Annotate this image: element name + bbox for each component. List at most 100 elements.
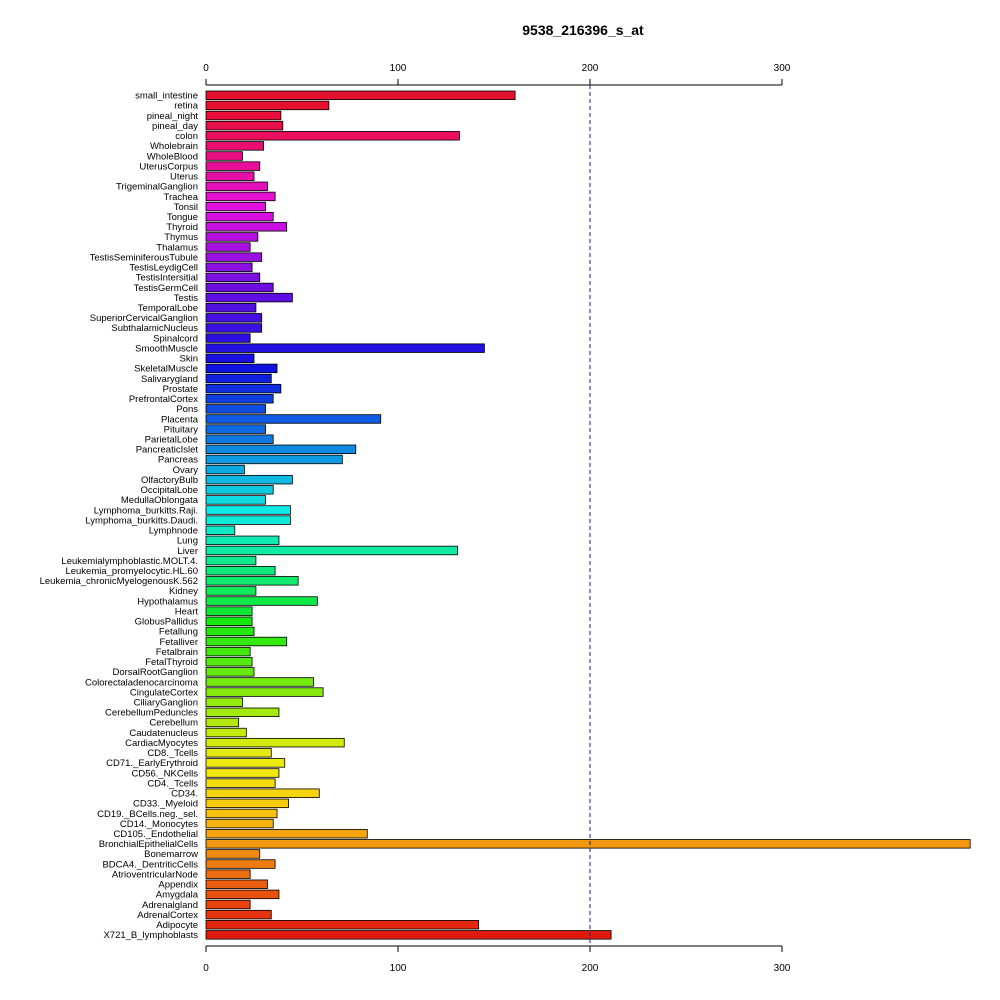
category-label: Colorectaladenocarcinoma [85,677,199,688]
bar [205,161,261,171]
category-label: Testis [174,293,199,304]
bar [205,899,251,910]
bar [205,818,274,829]
category-label: Heart [175,606,199,617]
bar [205,737,345,748]
bar [205,313,263,323]
bar [205,232,259,242]
bar [205,373,272,384]
category-label: Leukemia_chronicMyelogenousK.562 [40,576,198,587]
bar [205,363,278,374]
bar [205,120,284,131]
category-label: Lymphoma_burkitts.Daudi. [85,515,198,526]
category-label: OlfactoryBulb [141,475,198,486]
category-label: Thymus [164,232,198,243]
category-label: TrigeminalGanglion [116,182,198,193]
category-label: Cerebellum [149,718,198,729]
category-labels: small_intestineretinapineal_nightpineal_… [40,91,199,942]
bar [205,110,282,121]
bar [205,889,280,900]
bar [205,576,299,586]
bar [205,151,243,161]
bar [205,646,251,657]
category-label: AtrioventricularNode [112,869,198,880]
category-label: Lymphoma_burkitts.Raji. [94,505,198,516]
category-label: DorsalRootGanglion [112,667,198,678]
bar [205,869,251,879]
category-label: Wholebrain [150,141,198,152]
category-label: CD8._Tcells [147,748,198,759]
bar [205,566,276,576]
category-label: CD19._BCells.neg._sel. [97,809,198,820]
category-label: pineal_day [152,121,198,132]
category-label: TestisGermCell [134,283,198,294]
category-label: BronchialEpithelialCells [99,839,199,850]
tick-label: 100 [390,963,407,974]
category-label: Placenta [161,414,199,425]
bar [205,282,274,293]
bar [205,839,971,849]
bar [205,252,263,262]
category-label: Adrenalgland [142,900,198,911]
category-label: Thyroid [166,222,198,233]
bar [205,171,255,181]
bar [205,677,314,687]
category-label: Pons [176,404,198,415]
bar [205,424,266,434]
category-label: SkeletalMuscle [134,364,198,375]
bar [205,707,280,718]
category-label: TestisIntersitial [136,273,198,284]
category-label: Amygdala [156,890,199,901]
category-label: SuperiorCervicalGanglion [90,313,198,324]
bar [205,222,288,232]
bar [205,798,289,809]
bar [205,596,318,606]
category-label: CD71._EarlyErythroid [106,758,198,769]
category-label: Leukemialymphoblastic.MOLT.4. [61,556,198,567]
category-label: CD33._Myeloid [133,799,198,810]
category-label: Bonemarrow [144,849,198,860]
bar [205,323,263,333]
category-label: FetalThyroid [145,657,198,668]
bar [205,555,257,566]
bar [205,687,324,697]
bar [205,909,272,920]
category-label: Caudatenucleus [129,728,198,739]
bar [205,788,320,798]
category-label: Trachea [164,192,199,203]
bar [205,474,293,485]
category-label: Uterus [170,172,198,183]
bottom-x-axis: 0 100 200 300 [203,945,791,974]
bar [205,303,257,313]
bar [205,404,266,414]
category-label: Pancreas [158,455,198,466]
bar [205,525,236,535]
bar [205,464,245,475]
tick-label: 0 [203,63,209,74]
category-label: CingulateCortex [130,687,198,698]
bar [205,141,264,151]
bar [205,697,243,707]
category-label: CerebellumPeduncles [105,708,198,719]
category-label: CD56._NKCells [131,768,198,779]
category-label: Liver [177,546,198,557]
bar [205,758,286,768]
category-label: Pituitary [164,424,199,435]
bar [205,181,268,192]
bar [205,353,255,363]
tick-label: 0 [203,963,209,974]
bar [205,879,268,889]
bar [205,333,251,343]
bar [205,394,274,404]
bar [205,272,261,283]
category-label: CD4._Tcells [147,778,198,789]
bars [205,90,971,940]
bar [205,414,382,424]
category-label: CD14._Monocytes [120,819,198,830]
category-label: colon [175,131,198,142]
bar [205,201,266,212]
category-label: Adipocyte [156,920,198,931]
bar [205,626,255,637]
category-label: TemporalLobe [138,303,198,314]
bar [205,930,612,940]
